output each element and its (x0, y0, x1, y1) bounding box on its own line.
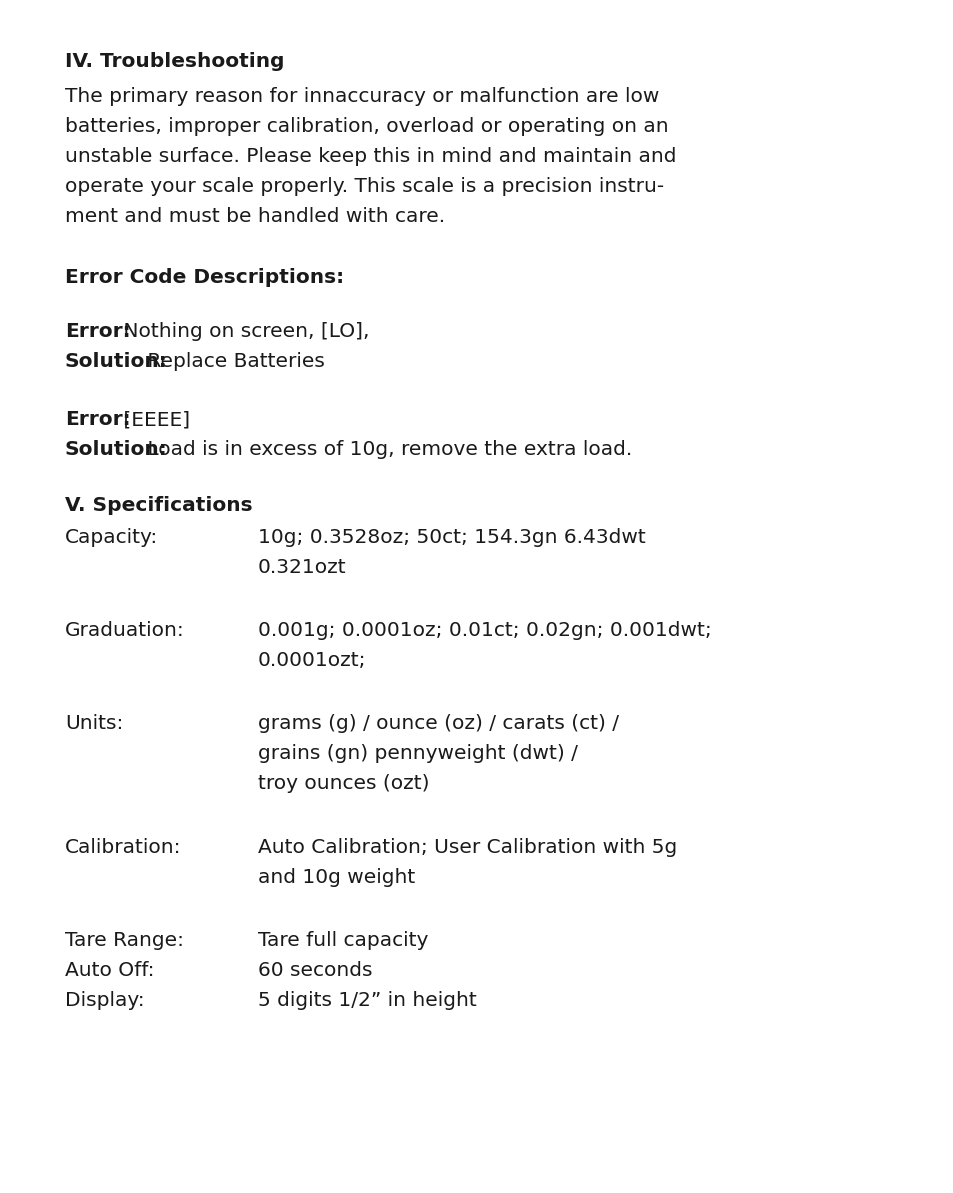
Text: Capacity:: Capacity: (65, 528, 158, 548)
Text: grams (g) / ounce (oz) / carats (ct) /: grams (g) / ounce (oz) / carats (ct) / (257, 713, 618, 733)
Text: Load is in excess of 10g, remove the extra load.: Load is in excess of 10g, remove the ext… (141, 440, 632, 459)
Text: 0.001g; 0.0001oz; 0.01ct; 0.02gn; 0.001dwt;: 0.001g; 0.0001oz; 0.01ct; 0.02gn; 0.001d… (257, 622, 711, 639)
Text: Display:: Display: (65, 991, 145, 1010)
Text: V. Specifications: V. Specifications (65, 496, 253, 515)
Text: Solution:: Solution: (65, 440, 168, 459)
Text: troy ounces (ozt): troy ounces (ozt) (257, 774, 429, 793)
Text: Error:: Error: (65, 322, 131, 341)
Text: operate your scale properly. This scale is a precision instru-: operate your scale properly. This scale … (65, 177, 663, 196)
Text: Units:: Units: (65, 713, 123, 733)
Text: ment and must be handled with care.: ment and must be handled with care. (65, 208, 445, 225)
Text: Error:: Error: (65, 410, 131, 429)
Text: The primary reason for innaccuracy or malfunction are low: The primary reason for innaccuracy or ma… (65, 87, 659, 106)
Text: Tare Range:: Tare Range: (65, 931, 184, 950)
Text: IV. Troubleshooting: IV. Troubleshooting (65, 52, 284, 72)
Text: Nothing on screen, [LO],: Nothing on screen, [LO], (117, 322, 369, 341)
Text: 10g; 0.3528oz; 50ct; 154.3gn 6.43dwt: 10g; 0.3528oz; 50ct; 154.3gn 6.43dwt (257, 528, 645, 548)
Text: Auto Off:: Auto Off: (65, 962, 154, 979)
Text: Calibration:: Calibration: (65, 837, 181, 857)
Text: Graduation:: Graduation: (65, 622, 185, 639)
Text: Auto Calibration; User Calibration with 5g: Auto Calibration; User Calibration with … (257, 837, 677, 857)
Text: [EEEE]: [EEEE] (117, 410, 190, 429)
Text: Error Code Descriptions:: Error Code Descriptions: (65, 268, 344, 288)
Text: 5 digits 1/2” in height: 5 digits 1/2” in height (257, 991, 476, 1010)
Text: 0.321ozt: 0.321ozt (257, 558, 346, 577)
Text: unstable surface. Please keep this in mind and maintain and: unstable surface. Please keep this in mi… (65, 147, 676, 166)
Text: 0.0001ozt;: 0.0001ozt; (257, 651, 366, 670)
Text: batteries, improper calibration, overload or operating on an: batteries, improper calibration, overloa… (65, 117, 668, 136)
Text: Replace Batteries: Replace Batteries (141, 352, 325, 371)
Text: 60 seconds: 60 seconds (257, 962, 372, 979)
Text: Tare full capacity: Tare full capacity (257, 931, 428, 950)
Text: and 10g weight: and 10g weight (257, 869, 415, 888)
Text: Solution:: Solution: (65, 352, 168, 371)
Text: grains (gn) pennyweight (dwt) /: grains (gn) pennyweight (dwt) / (257, 744, 578, 764)
